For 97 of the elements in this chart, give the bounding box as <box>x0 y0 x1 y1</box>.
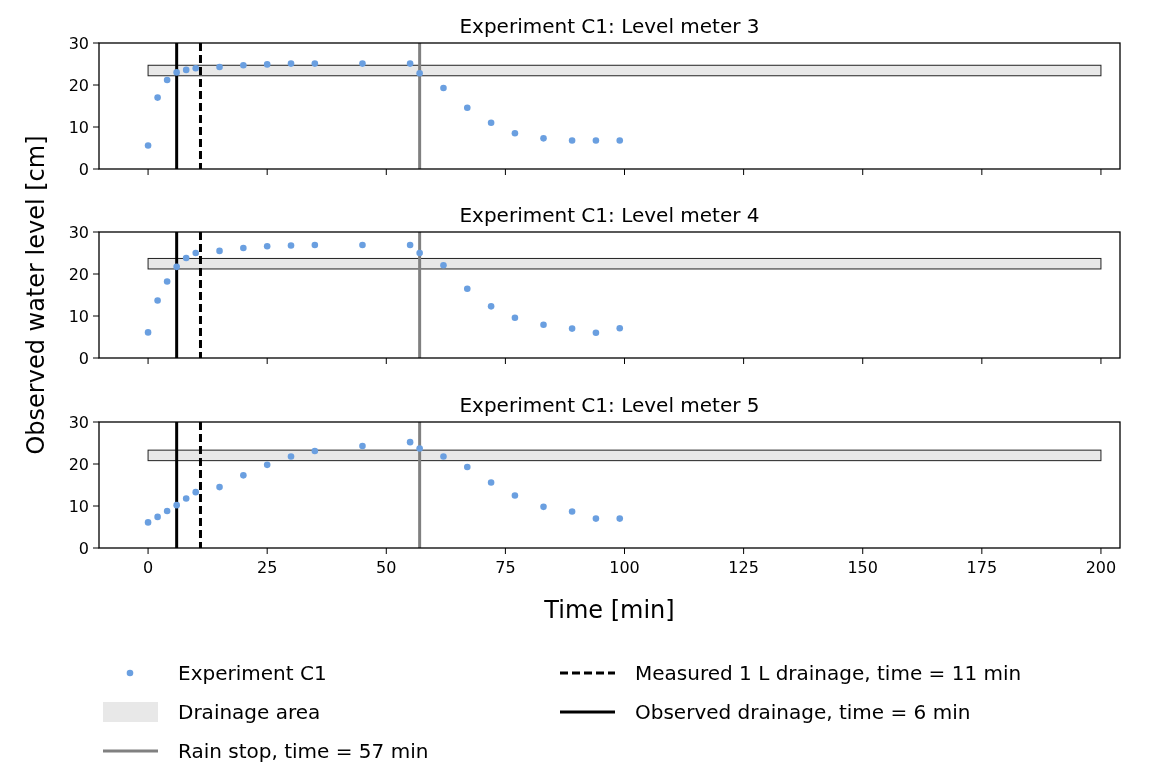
point <box>540 135 547 142</box>
point <box>406 438 414 446</box>
chart-title: Experiment C1: Level meter 3 <box>459 14 760 38</box>
x-tick-label: 175 <box>966 558 998 577</box>
point <box>568 325 576 332</box>
legend-label: Experiment C1 <box>178 661 327 685</box>
point <box>311 60 319 67</box>
point <box>487 119 495 127</box>
point <box>263 242 271 250</box>
y-axis-title: Observed water level [cm] <box>22 135 50 455</box>
point <box>192 488 200 496</box>
point <box>192 64 200 72</box>
point <box>311 447 319 455</box>
point <box>240 472 247 479</box>
point <box>144 142 152 149</box>
point <box>263 461 271 469</box>
point <box>440 261 447 269</box>
x-tick-label: 50 <box>376 558 397 577</box>
legend-label: Measured 1 L drainage, time = 11 min <box>635 661 1022 685</box>
y-tick-label: 20 <box>68 265 89 284</box>
x-tick-label: 0 <box>142 558 154 577</box>
point <box>287 242 295 249</box>
y-tick-label: 30 <box>68 34 89 53</box>
point <box>287 453 295 460</box>
x-tick-label: 25 <box>257 558 278 577</box>
x-axis-title: Time [min] <box>543 596 675 624</box>
point <box>568 137 576 144</box>
point <box>487 303 495 310</box>
point <box>416 69 423 77</box>
point <box>154 513 161 521</box>
point <box>540 321 547 329</box>
point <box>154 297 161 304</box>
point <box>216 483 223 491</box>
x-tick-label: 100 <box>609 558 640 577</box>
y-tick-label: 20 <box>68 76 89 95</box>
point <box>511 130 519 137</box>
point <box>192 249 200 257</box>
point <box>359 442 366 450</box>
y-tick-label: 30 <box>68 413 89 432</box>
x-tick-label: 200 <box>1085 558 1117 577</box>
point <box>592 137 600 144</box>
point <box>182 254 190 262</box>
point <box>311 241 319 249</box>
point <box>463 104 471 111</box>
y-tick-label: 10 <box>68 497 89 516</box>
point <box>406 60 414 67</box>
point <box>592 329 600 337</box>
point <box>511 492 519 499</box>
x-tick-label: 125 <box>728 558 759 577</box>
point <box>173 69 180 76</box>
y-tick-label: 0 <box>78 539 89 558</box>
point <box>540 503 547 511</box>
legend-label: Drainage area <box>178 700 321 724</box>
point <box>240 61 247 69</box>
point <box>616 515 624 522</box>
x-tick-label: 75 <box>495 558 516 577</box>
point <box>487 479 495 486</box>
point <box>416 445 423 452</box>
point <box>163 278 171 285</box>
point <box>216 247 223 255</box>
y-tick-label: 30 <box>68 223 89 242</box>
point <box>173 501 180 509</box>
point <box>154 94 161 101</box>
chart-title: Experiment C1: Level meter 5 <box>459 393 760 417</box>
point <box>592 515 600 522</box>
point <box>416 249 423 257</box>
y-tick-label: 0 <box>78 349 89 368</box>
point <box>406 241 414 249</box>
point <box>511 314 519 321</box>
point <box>216 63 223 71</box>
point <box>616 324 624 332</box>
point <box>359 60 366 67</box>
point <box>463 285 471 292</box>
point <box>173 263 180 271</box>
y-tick-label: 10 <box>68 307 89 326</box>
point <box>463 463 471 471</box>
point <box>144 519 152 526</box>
chart-title: Experiment C1: Level meter 4 <box>459 203 760 227</box>
y-tick-label: 10 <box>68 118 89 137</box>
point <box>440 84 447 92</box>
point <box>359 241 366 249</box>
point <box>240 244 247 252</box>
x-tick-label: 150 <box>847 558 878 577</box>
legend-label: Rain stop, time = 57 min <box>178 739 429 763</box>
point <box>287 60 295 67</box>
point <box>568 508 576 515</box>
y-tick-label: 0 <box>78 160 89 179</box>
point <box>144 329 152 336</box>
y-tick-label: 20 <box>68 455 89 474</box>
point <box>182 66 190 74</box>
point <box>163 76 171 84</box>
point <box>440 453 447 460</box>
point <box>263 61 271 68</box>
legend-label: Observed drainage, time = 6 min <box>635 700 971 724</box>
point <box>182 495 190 502</box>
point <box>616 137 624 144</box>
point <box>163 507 171 515</box>
